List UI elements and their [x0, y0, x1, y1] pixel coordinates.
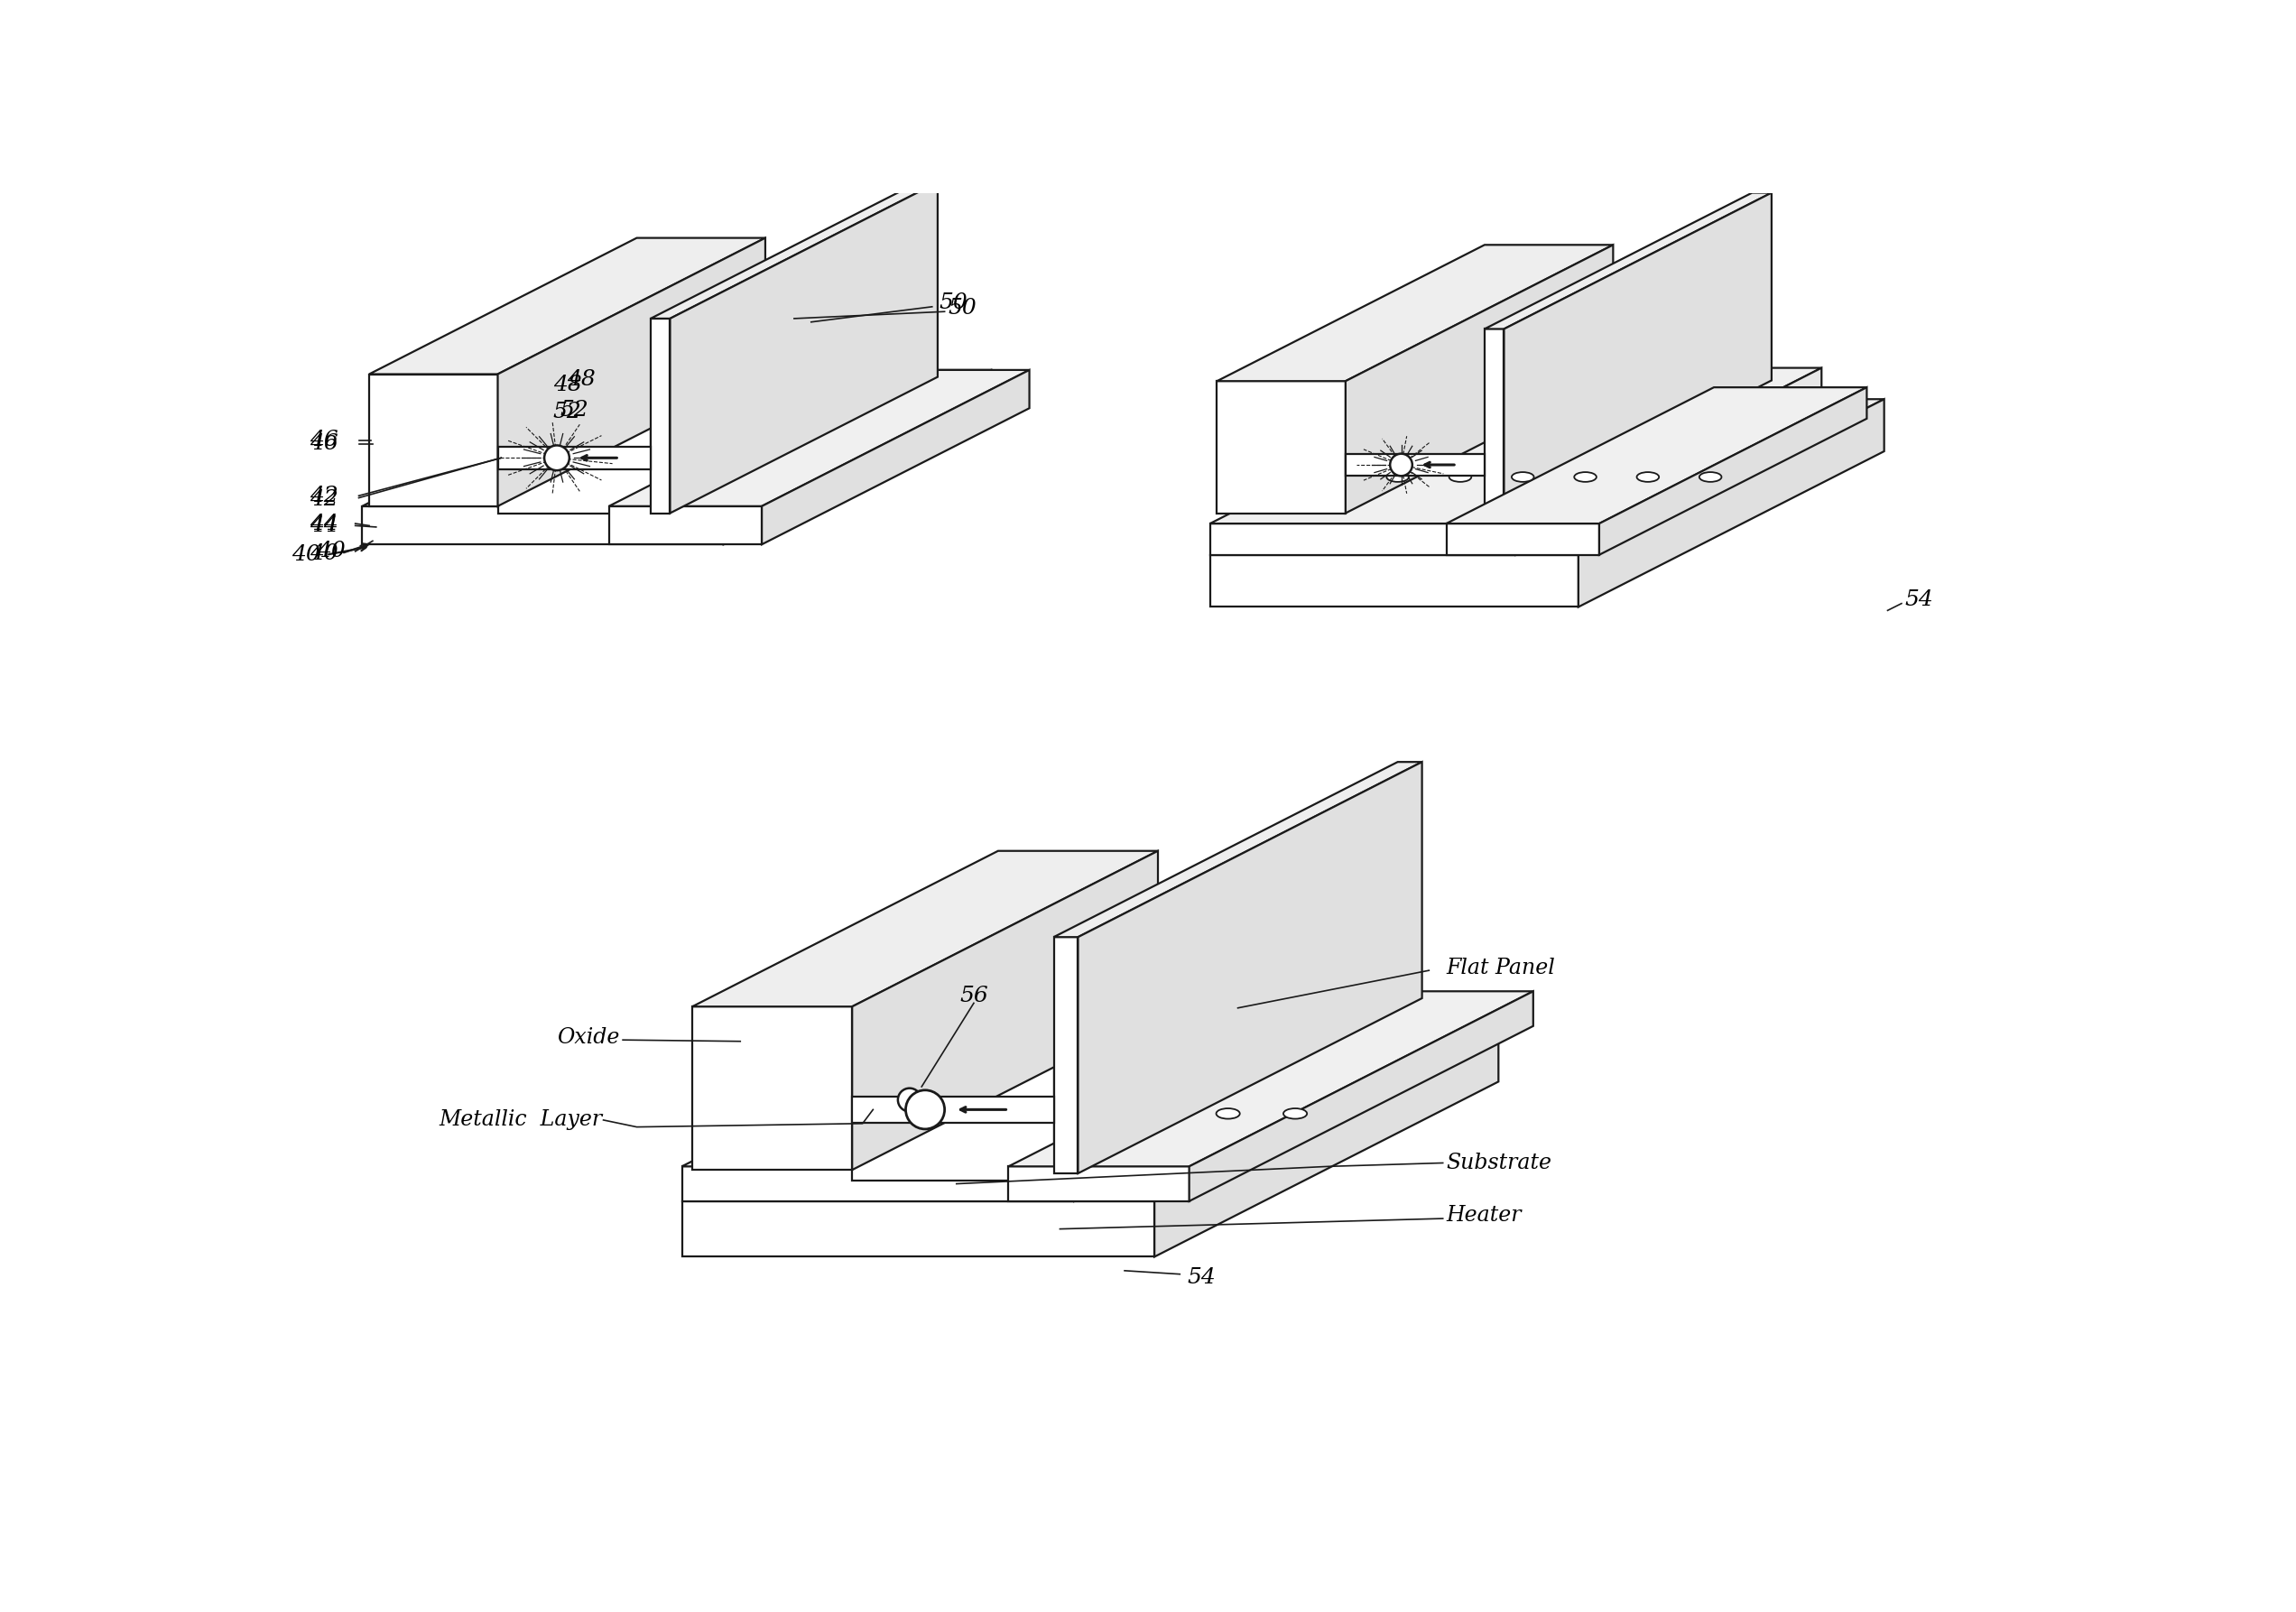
Text: 42: 42: [310, 485, 338, 506]
Ellipse shape: [1217, 1109, 1240, 1119]
Polygon shape: [1217, 380, 1345, 513]
Polygon shape: [1515, 368, 1821, 555]
Polygon shape: [1008, 1167, 1189, 1201]
Polygon shape: [608, 371, 1029, 506]
Polygon shape: [1008, 991, 1534, 1167]
Ellipse shape: [1699, 472, 1722, 482]
Polygon shape: [693, 1006, 852, 1170]
Ellipse shape: [879, 1109, 905, 1119]
Text: 40: 40: [317, 542, 344, 561]
Polygon shape: [1486, 329, 1504, 516]
Polygon shape: [1054, 762, 1421, 937]
Polygon shape: [608, 506, 762, 545]
Polygon shape: [1345, 380, 1486, 521]
Polygon shape: [1600, 387, 1867, 555]
Text: 48: 48: [567, 369, 595, 390]
Polygon shape: [1446, 524, 1600, 555]
Polygon shape: [498, 447, 650, 469]
Ellipse shape: [1148, 1109, 1173, 1119]
Polygon shape: [1504, 193, 1773, 516]
Text: Heater: Heater: [1446, 1204, 1522, 1225]
Ellipse shape: [1637, 472, 1660, 482]
Polygon shape: [370, 374, 498, 506]
Polygon shape: [693, 851, 1157, 1006]
Polygon shape: [1210, 524, 1515, 555]
Text: 44: 44: [310, 513, 338, 534]
Polygon shape: [682, 1025, 1499, 1201]
Polygon shape: [363, 371, 992, 506]
Text: Substrate: Substrate: [1446, 1153, 1552, 1174]
Polygon shape: [682, 1201, 1155, 1257]
Polygon shape: [670, 182, 937, 513]
Polygon shape: [370, 239, 765, 374]
Polygon shape: [852, 1096, 1054, 1124]
Polygon shape: [498, 374, 650, 513]
Text: 50: 50: [948, 298, 976, 319]
Polygon shape: [723, 371, 992, 545]
Text: 46: 46: [310, 434, 338, 455]
Polygon shape: [1210, 555, 1577, 608]
Circle shape: [1389, 453, 1412, 476]
Text: Oxide: Oxide: [556, 1027, 620, 1048]
Ellipse shape: [1575, 472, 1596, 482]
Ellipse shape: [1283, 1109, 1306, 1119]
Polygon shape: [852, 1006, 1054, 1180]
Text: 48: 48: [553, 374, 581, 395]
Polygon shape: [1189, 991, 1534, 1201]
Text: 52: 52: [553, 401, 581, 422]
Polygon shape: [650, 182, 937, 319]
Text: 40: 40: [292, 545, 321, 566]
Text: 40: 40: [310, 543, 338, 564]
Polygon shape: [682, 991, 1419, 1167]
Circle shape: [905, 1090, 944, 1128]
Polygon shape: [1217, 245, 1614, 380]
Circle shape: [544, 445, 569, 471]
Polygon shape: [498, 239, 765, 506]
Ellipse shape: [948, 1109, 971, 1119]
Polygon shape: [650, 319, 670, 513]
Text: 52: 52: [560, 400, 588, 421]
Ellipse shape: [1081, 1109, 1104, 1119]
Ellipse shape: [1449, 472, 1472, 482]
Polygon shape: [682, 1167, 1075, 1201]
Ellipse shape: [1015, 1109, 1038, 1119]
Polygon shape: [1210, 368, 1821, 524]
Circle shape: [898, 1088, 921, 1112]
Text: 54: 54: [1906, 590, 1933, 611]
Ellipse shape: [1511, 472, 1534, 482]
Ellipse shape: [1387, 472, 1410, 482]
Polygon shape: [1446, 387, 1867, 524]
Polygon shape: [1345, 245, 1614, 513]
Polygon shape: [1054, 937, 1079, 1174]
Polygon shape: [1577, 400, 1885, 608]
Polygon shape: [1345, 453, 1486, 476]
Polygon shape: [1486, 193, 1773, 329]
Text: 42: 42: [310, 488, 338, 509]
Text: Metallic  Layer: Metallic Layer: [439, 1109, 602, 1130]
Polygon shape: [762, 371, 1029, 545]
Text: 50: 50: [939, 293, 967, 314]
Text: 46: 46: [310, 430, 338, 450]
Text: 54: 54: [1187, 1267, 1215, 1288]
Polygon shape: [1079, 762, 1421, 1174]
Polygon shape: [1075, 991, 1419, 1201]
Text: 44: 44: [310, 516, 338, 537]
Text: Flat Panel: Flat Panel: [1446, 958, 1554, 978]
Polygon shape: [1210, 400, 1885, 555]
Polygon shape: [852, 851, 1157, 1170]
Polygon shape: [363, 506, 723, 545]
Polygon shape: [1155, 1025, 1499, 1257]
Text: 56: 56: [960, 987, 987, 1006]
